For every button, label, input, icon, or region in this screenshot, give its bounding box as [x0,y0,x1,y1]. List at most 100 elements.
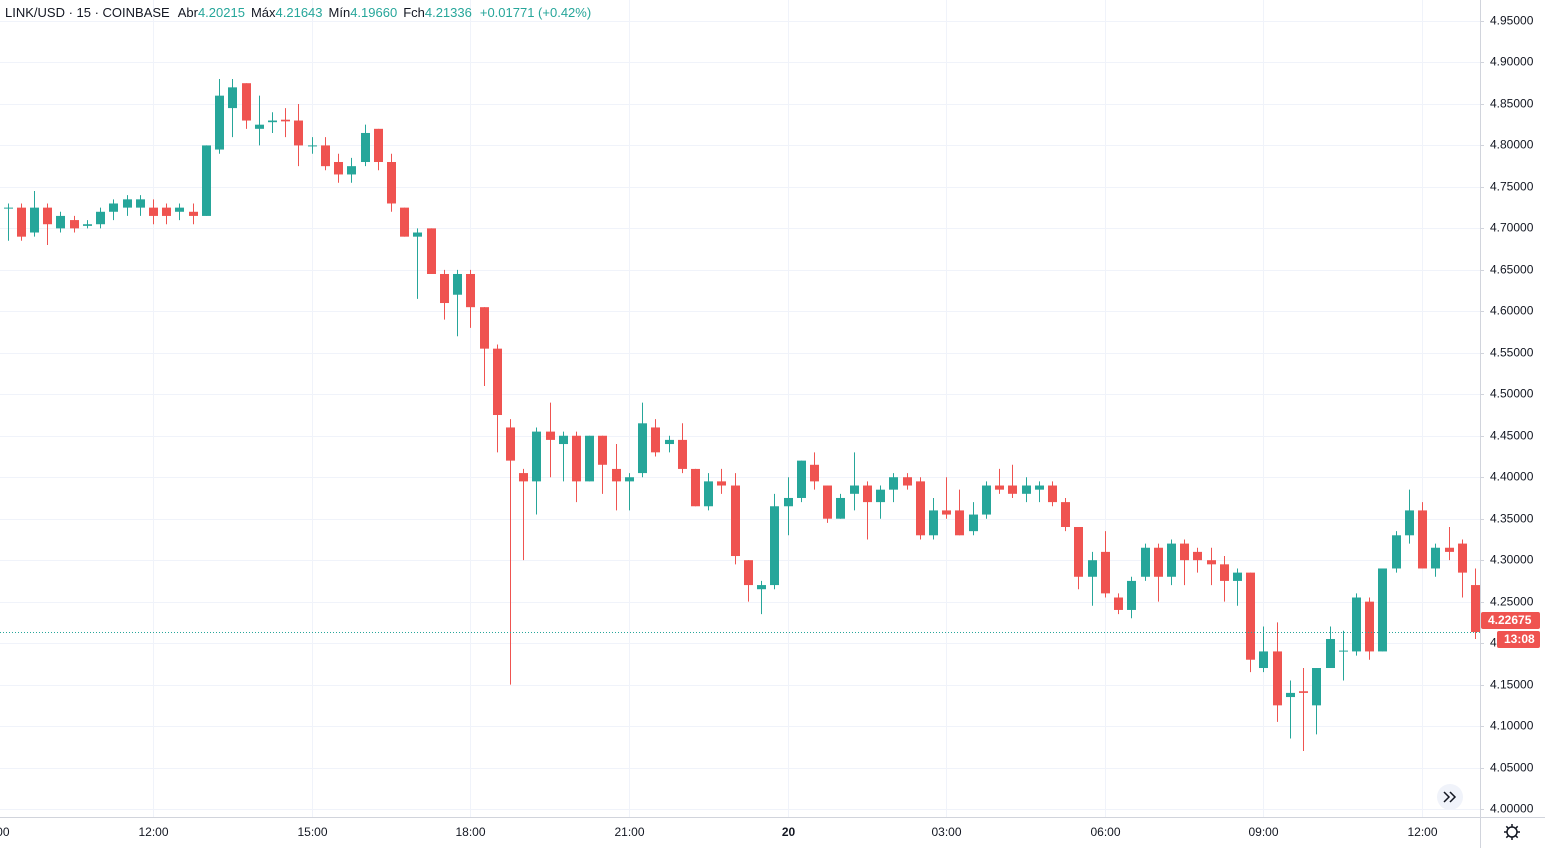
candle-body [1273,651,1282,706]
candle-body [1193,551,1202,561]
candle-body [1418,510,1427,569]
x-tick-label: 03:00 [931,825,961,839]
y-tick-label: 4.85000 [1490,97,1534,111]
candle-body [1101,551,1110,594]
candle-body [281,119,290,122]
y-tick-label: 4.65000 [1490,263,1534,277]
y-tick-label: 4.05000 [1490,761,1534,775]
candle-body [17,207,26,237]
candle-body [836,497,845,519]
candle-body [810,464,819,482]
candle-body [162,207,171,216]
y-tick-label: 4.30000 [1490,553,1534,567]
candle-body [136,199,145,208]
price-axis: 4.000004.050004.100004.150004.200004.250… [1480,14,1540,816]
candle-body [625,477,634,482]
candle-body [96,211,105,225]
candle-body [559,435,568,445]
ohlc-label: Máx [250,5,276,20]
candle-body [982,485,991,515]
candle-body [1392,535,1401,569]
ohlc-legend: LINK/USD · 15 · COINBASE Abr4.20215 Máx4.… [5,5,591,20]
last-price-label: 4.22675 [1488,613,1532,627]
candle-body [863,485,872,503]
y-tick-label: 4.60000 [1490,304,1534,318]
ohlc-label: Fch [403,5,425,20]
y-tick-label: 4.50000 [1490,387,1534,401]
candle-body [995,485,1004,490]
candle-body [823,485,832,519]
candle-body [1127,580,1136,610]
ohlc-label: Mín [328,5,351,20]
candle-body [294,120,303,146]
candle-body [572,435,581,482]
ohlc-item: Máx4.21643 [251,5,323,20]
candle-body [1207,560,1216,565]
x-tick-label: 15:00 [297,825,327,839]
x-tick-label: 18:00 [455,825,485,839]
candle-body [1259,651,1268,669]
candle-body [1035,485,1044,490]
candle-body [255,124,264,129]
candle-body [361,132,370,163]
candle-body [30,207,39,233]
candle-body [109,203,118,212]
scroll-button[interactable] [1437,784,1463,810]
y-tick-label: 4.95000 [1490,14,1534,28]
settings-button[interactable] [1504,824,1520,840]
candle-body [334,162,343,175]
candle-body [955,510,964,536]
x-tick-label: 12:00 [138,825,168,839]
candle-body [1233,572,1242,581]
candle-body [969,514,978,532]
candle-body [1471,585,1480,633]
candle-body [717,481,726,486]
y-tick-label: 4.35000 [1490,512,1534,526]
candle-body [70,220,79,229]
y-tick-label: 4.55000 [1490,346,1534,360]
y-tick-label: 4.90000 [1490,55,1534,69]
candle-body [903,477,912,486]
y-tick-label: 4.00000 [1490,802,1534,816]
x-tick-label: 06:00 [1090,825,1120,839]
candle-body [757,585,766,590]
candle-body [651,427,660,453]
candle-body [546,431,555,440]
candle-body [1299,691,1308,693]
y-tick-label: 4.80000 [1490,138,1534,152]
candle-body [797,460,806,498]
candle-body [929,510,938,536]
y-tick-label: 4.70000 [1490,221,1534,235]
x-tick-label: 12:00 [1407,825,1437,839]
candle-body [440,273,449,304]
candle-body [1074,526,1083,577]
y-tick-label: 4.15000 [1490,678,1534,692]
candle-body [731,485,740,557]
candle-body [506,427,515,461]
candle-body [268,120,277,123]
ohlc-item: Fch4.21336 [403,5,472,20]
candle-body [1378,568,1387,652]
ohlc-value: 4.21336 [424,5,472,20]
candle-body [466,273,475,308]
ohlc-values: Abr4.20215 Máx4.21643 Mín4.19660 Fch4.21336 [178,5,472,20]
candle-body [598,435,607,465]
candle-body [242,83,251,121]
candle-body [308,145,317,147]
candle-body [4,207,13,209]
candle-body [189,211,198,216]
candle-body [1114,597,1123,610]
ohlc-value: 4.19660 [350,5,398,20]
candle-body [1339,650,1348,652]
candle-body [400,207,409,237]
candle-body [1352,597,1361,652]
candle-body [876,489,885,503]
candle-body [1220,564,1229,581]
candle-body [374,128,383,163]
candle-body [1048,485,1057,503]
candle-body [1180,543,1189,561]
candle-body [215,95,224,150]
candle-body [1405,510,1414,536]
candle-body [123,199,132,208]
candle-body [1365,601,1374,652]
